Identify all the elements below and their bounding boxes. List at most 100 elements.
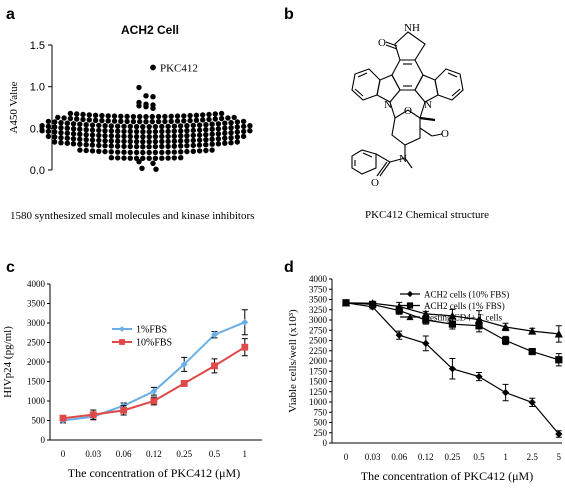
data-point-a	[193, 112, 200, 119]
data-point-a	[200, 117, 206, 123]
data-point-a	[146, 124, 152, 130]
data-point-a	[115, 138, 121, 144]
data-point-a	[127, 128, 133, 135]
atom-label-methoxy-o: O	[441, 128, 449, 140]
data-point-a	[178, 149, 184, 155]
data-point-a	[152, 143, 159, 150]
data-point-a	[209, 147, 215, 153]
data-point-a	[89, 122, 96, 128]
data-point-a	[96, 127, 102, 134]
x-tick-label-d-6: 1	[503, 452, 508, 462]
data-point-a	[196, 137, 203, 143]
data-point-c-0	[211, 331, 218, 339]
data-point-a	[231, 114, 237, 121]
panel-label-b: b	[284, 6, 294, 23]
data-point-c-1	[241, 343, 249, 351]
data-point-a	[152, 133, 159, 140]
y-tick-label-c-2: 1000	[27, 396, 46, 406]
atom-label-nh: NH	[404, 22, 420, 34]
data-point-a	[111, 118, 118, 124]
data-point-a	[127, 123, 133, 130]
data-point-a	[121, 128, 127, 135]
data-point-a	[96, 142, 102, 149]
data-point-a	[86, 112, 93, 118]
data-point-a	[118, 118, 124, 125]
legend-label-c-0: 1%FBS	[136, 325, 167, 336]
data-point-a	[165, 133, 171, 140]
data-point-a-outlier-low	[139, 165, 145, 171]
data-point-a	[74, 111, 80, 117]
data-point-a	[83, 142, 89, 148]
x-tick-label-d-4: 0.25	[445, 452, 461, 462]
data-point-a	[146, 144, 152, 150]
y-tick-label-c-5: 2500	[27, 338, 46, 348]
x-tick-label-d-7: 2.5	[527, 452, 539, 462]
data-point-a	[171, 149, 177, 155]
data-point-a	[64, 120, 71, 126]
data-point-d-2	[474, 315, 484, 324]
data-point-a	[184, 123, 190, 129]
data-point-a	[121, 123, 127, 130]
data-point-a	[190, 148, 196, 154]
data-point-a	[222, 130, 228, 136]
data-point-a	[152, 128, 159, 135]
data-point-d-2	[448, 311, 457, 320]
data-point-a	[115, 149, 121, 155]
x-tick-label-c-5: 0.5	[209, 449, 221, 459]
data-point-a	[174, 113, 181, 119]
data-point-a	[218, 115, 225, 122]
data-point-a	[162, 118, 168, 125]
data-point-a	[52, 129, 58, 135]
atom-label-carbonyl-o: O	[378, 37, 386, 49]
y-tick-label-d-6: 1500	[309, 377, 328, 387]
data-point-a	[159, 155, 165, 161]
data-point-a	[133, 138, 140, 145]
data-point-a	[159, 128, 165, 135]
data-point-a	[149, 113, 155, 120]
data-point-a	[70, 141, 77, 147]
data-point-a	[190, 127, 196, 134]
x-tick-label-d-3: 0.12	[418, 452, 434, 462]
data-point-a	[215, 136, 222, 142]
panel-label-d: d	[284, 259, 294, 276]
legend-marker-d-1	[406, 302, 414, 309]
data-point-a	[89, 148, 96, 154]
data-point-d-0	[475, 372, 483, 381]
data-point-a	[184, 133, 190, 139]
data-point-a	[247, 128, 253, 134]
data-point-a	[215, 141, 222, 147]
data-point-d-0	[395, 331, 403, 339]
data-point-d-0	[555, 430, 563, 438]
data-point-a	[184, 148, 190, 155]
data-point-a	[212, 111, 218, 117]
data-point-d-2	[501, 322, 510, 331]
data-point-a-outlier-high	[143, 104, 149, 110]
data-point-a	[190, 122, 196, 129]
data-point-a	[108, 149, 115, 155]
data-point-a	[58, 125, 64, 131]
data-point-a	[80, 111, 86, 118]
data-point-a	[137, 118, 143, 125]
y-tick-label-d-8: 2000	[309, 356, 328, 366]
data-point-a	[228, 120, 234, 126]
data-point-a	[127, 155, 133, 161]
data-point-a	[190, 137, 196, 144]
data-point-a	[234, 129, 240, 135]
data-point-a	[92, 112, 99, 119]
data-point-a	[178, 133, 184, 139]
data-point-a	[108, 128, 115, 134]
data-point-c-1	[150, 397, 158, 405]
y-tick-label-d-0: 0	[323, 438, 328, 448]
x-tick-label-c-4: 0.25	[176, 449, 192, 459]
data-point-a	[105, 118, 111, 124]
data-point-a	[190, 132, 196, 139]
y-axis-label-d: Viable cells/well (x10³)	[287, 309, 299, 413]
data-point-a	[133, 128, 140, 135]
data-point-a	[247, 123, 253, 129]
data-point-a	[96, 132, 102, 139]
data-point-c-0	[180, 360, 188, 368]
y-tick-label-a-2: 1.0	[30, 82, 45, 94]
legend-marker-c-0	[119, 326, 125, 332]
data-point-a	[70, 126, 77, 132]
data-point-a-outlier-high	[136, 84, 142, 91]
